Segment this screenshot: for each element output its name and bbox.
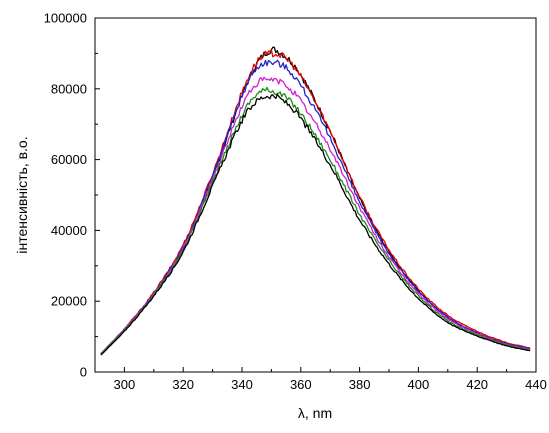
- y-axis: 0 20000 40000 60000 80000 100000: [44, 11, 100, 380]
- x-tick-label: 420: [466, 377, 488, 392]
- y-tick-label: 60000: [51, 152, 87, 167]
- x-tick-label: 360: [290, 377, 312, 392]
- y-tick-label: 100000: [44, 11, 87, 26]
- x-tick-label: 400: [408, 377, 430, 392]
- y-tick-label: 20000: [51, 294, 87, 309]
- y-tick-label: 40000: [51, 223, 87, 238]
- series-layer: [100, 46, 531, 356]
- y-tick-label: 0: [80, 365, 87, 380]
- y-tick-label: 80000: [51, 81, 87, 96]
- x-tick-label: 340: [231, 377, 253, 392]
- x-tick-label: 300: [114, 377, 136, 392]
- x-axis: 300 320 340 360 380 400 420 440: [94, 367, 547, 392]
- series-line-6: [100, 93, 531, 356]
- x-axis-title: λ, nm: [298, 405, 332, 421]
- y-axis-title: інтенсивність, в.о.: [14, 136, 30, 253]
- x-tick-label: 440: [525, 377, 547, 392]
- x-tick-label: 380: [349, 377, 371, 392]
- x-tick-label: 320: [172, 377, 194, 392]
- series-line-3: [100, 59, 531, 355]
